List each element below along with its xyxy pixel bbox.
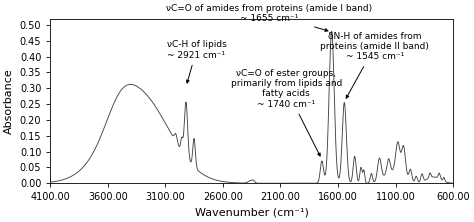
X-axis label: Wavenumber (cm⁻¹): Wavenumber (cm⁻¹) (195, 208, 309, 218)
Text: νC-H of lipids
~ 2921 cm⁻¹: νC-H of lipids ~ 2921 cm⁻¹ (166, 40, 227, 83)
Text: νC=O of amides from proteins (amide I band)
~ 1655 cm⁻¹: νC=O of amides from proteins (amide I ba… (166, 4, 372, 31)
Text: νC=O of ester groups,
primarily from lipids and
fatty acids
~ 1740 cm⁻¹: νC=O of ester groups, primarily from lip… (230, 69, 342, 156)
Text: δN-H of amides from
proteins (amide II band)
~ 1545 cm⁻¹: δN-H of amides from proteins (amide II b… (320, 32, 429, 98)
Y-axis label: Absorbance: Absorbance (4, 68, 14, 134)
